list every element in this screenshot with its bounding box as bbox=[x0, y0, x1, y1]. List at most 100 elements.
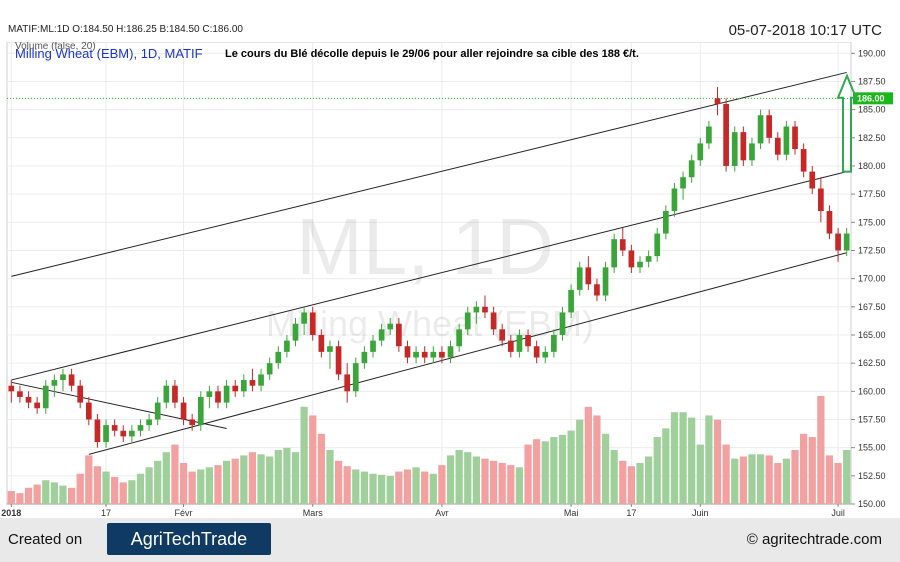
candle-body bbox=[292, 323, 299, 341]
volume-bar bbox=[16, 493, 24, 504]
volume-bar bbox=[378, 474, 386, 504]
y-tick-label: 172.50 bbox=[858, 245, 886, 255]
volume-bar bbox=[593, 415, 601, 504]
candle-body bbox=[637, 261, 643, 268]
candle-body bbox=[714, 98, 721, 104]
volume-bar bbox=[85, 455, 93, 504]
volume-bar bbox=[670, 412, 679, 504]
watermark-symbol: ML, 1D bbox=[296, 202, 554, 291]
candle-body bbox=[473, 306, 480, 313]
candle-body bbox=[68, 374, 75, 386]
y-tick-label: 157.50 bbox=[858, 414, 886, 424]
candle-body bbox=[232, 385, 239, 392]
symbol-label: Milling Wheat (EBM), 1D, MATIF bbox=[15, 46, 203, 61]
candle-body bbox=[602, 267, 609, 296]
volume-bar bbox=[541, 441, 549, 504]
volume-bar bbox=[817, 396, 825, 504]
y-tick-label: 165.00 bbox=[858, 330, 886, 340]
candle-body bbox=[154, 402, 161, 420]
candle-body bbox=[818, 188, 824, 212]
volume-bar bbox=[274, 450, 282, 504]
candle-body bbox=[594, 284, 600, 296]
volume-bar bbox=[533, 439, 541, 504]
candle-body bbox=[51, 380, 58, 386]
volume-bar bbox=[309, 415, 317, 504]
candle-body bbox=[223, 385, 230, 403]
candle-body bbox=[611, 239, 618, 268]
x-tick-label: Avr bbox=[435, 508, 448, 518]
volume-bar bbox=[240, 455, 248, 504]
volume-bar bbox=[696, 444, 704, 504]
candle-body bbox=[335, 346, 342, 375]
candle-body bbox=[60, 374, 66, 381]
candle-body bbox=[352, 363, 359, 392]
volume-bar bbox=[619, 460, 627, 504]
volume-bar bbox=[128, 480, 136, 504]
candle-body bbox=[654, 233, 661, 257]
y-tick-label: 152.50 bbox=[858, 471, 886, 481]
volume-bar bbox=[248, 452, 257, 504]
candle-body bbox=[507, 340, 514, 352]
candle-body bbox=[464, 312, 471, 330]
candle-body bbox=[456, 329, 462, 347]
volume-bar bbox=[214, 465, 222, 504]
candle-body bbox=[206, 391, 213, 397]
volume-bar bbox=[774, 462, 782, 504]
volume-bar bbox=[145, 467, 153, 504]
volume-bar bbox=[76, 473, 84, 504]
volume-bar bbox=[550, 437, 558, 504]
volume-bar bbox=[421, 471, 429, 504]
candle-body bbox=[568, 289, 574, 313]
candle-body bbox=[172, 385, 178, 403]
volume-bar bbox=[171, 444, 179, 504]
volume-bar bbox=[748, 454, 756, 504]
candle-body bbox=[396, 323, 402, 347]
volume-bar bbox=[403, 469, 412, 504]
volume-bar bbox=[455, 450, 463, 504]
y-tick-label: 187.50 bbox=[858, 76, 886, 86]
volume-bar bbox=[326, 450, 334, 504]
volume-bar bbox=[50, 482, 58, 504]
volume-bar bbox=[679, 412, 687, 504]
volume-bar bbox=[24, 487, 33, 504]
volume-bar bbox=[756, 454, 765, 504]
candle-body bbox=[146, 419, 152, 426]
price-chart[interactable]: 150.00 152.50 155.00 157.50 160.00 162.50 165.… bbox=[0, 42, 900, 518]
candle-body bbox=[585, 267, 592, 285]
volume-bar bbox=[765, 455, 773, 504]
volume-bar bbox=[644, 456, 653, 504]
candle-body bbox=[197, 396, 204, 426]
volume-bar bbox=[222, 460, 231, 504]
volume-bar bbox=[334, 460, 343, 504]
volume-bar bbox=[524, 444, 532, 504]
candle-body bbox=[783, 126, 790, 155]
volume-bar bbox=[800, 433, 808, 504]
candle-body bbox=[826, 211, 833, 234]
volume-bar bbox=[627, 466, 636, 504]
candle-body bbox=[275, 351, 282, 364]
candle-body bbox=[266, 363, 273, 375]
volume-bar bbox=[429, 473, 437, 504]
candle-body bbox=[8, 385, 15, 392]
agritechtrade-logo[interactable]: AgriTechTrade bbox=[107, 523, 271, 555]
y-tick-label: 177.50 bbox=[858, 189, 886, 199]
candle-body bbox=[361, 351, 368, 364]
volume-bar bbox=[154, 460, 162, 504]
volume-bar bbox=[446, 455, 455, 504]
candle-body bbox=[163, 385, 170, 403]
candle-body bbox=[680, 177, 686, 189]
candle-body bbox=[370, 340, 376, 352]
candle-body bbox=[576, 267, 583, 290]
volume-bar bbox=[576, 419, 584, 504]
y-tick-label: 185.00 bbox=[858, 105, 886, 115]
y-tick-label: 170.00 bbox=[858, 274, 886, 284]
volume-bar bbox=[42, 480, 50, 504]
volume-bar bbox=[93, 466, 102, 504]
candle-body bbox=[42, 385, 49, 409]
candle-body bbox=[645, 256, 652, 262]
site-link[interactable]: © agritechtrade.com bbox=[746, 531, 882, 548]
candle-body bbox=[482, 306, 488, 313]
candle-body bbox=[421, 351, 428, 358]
y-tick-label: 150.00 bbox=[858, 499, 886, 509]
candle-body bbox=[447, 346, 454, 358]
